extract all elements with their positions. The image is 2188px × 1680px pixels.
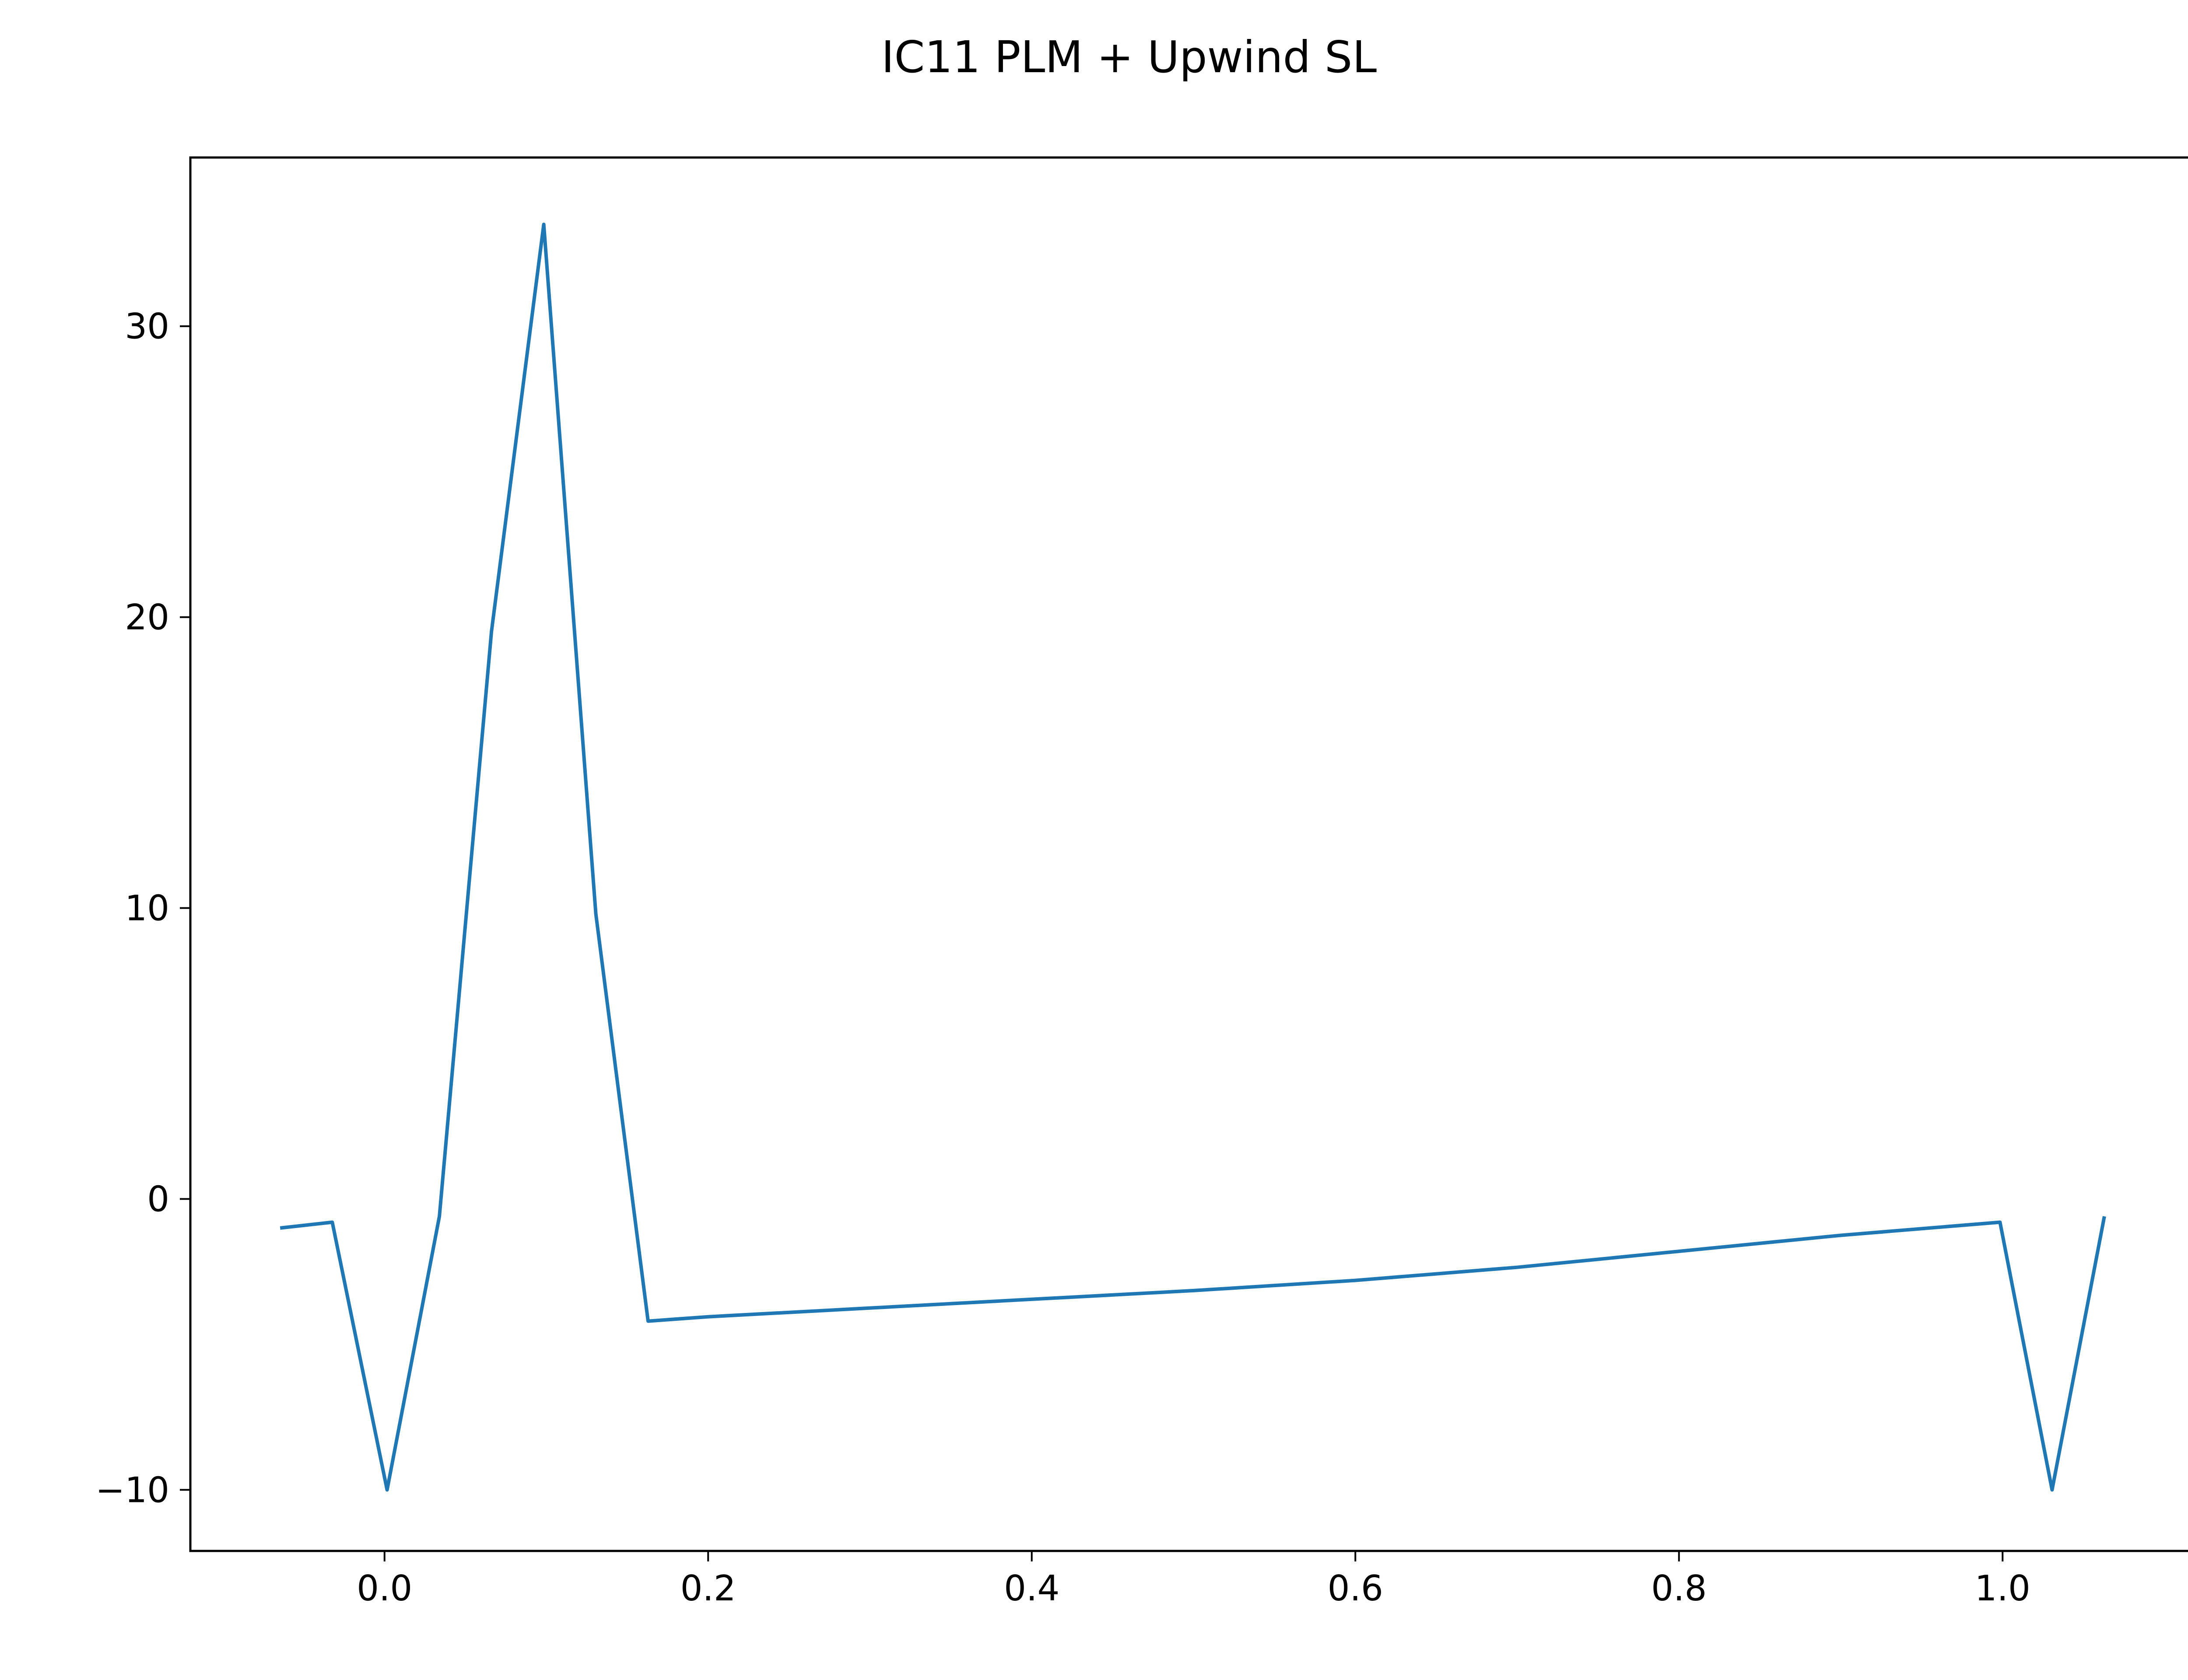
y-tick-label: 20 (125, 597, 169, 638)
x-tick-label: 0.6 (1328, 1568, 1383, 1609)
y-tick-label: 30 (125, 306, 169, 347)
y-tick-label: −10 (95, 1470, 169, 1510)
x-tick-label: 0.0 (357, 1568, 412, 1609)
x-tick-label: 1.0 (1975, 1568, 2030, 1609)
x-tick-label: 0.2 (680, 1568, 736, 1609)
chart-title: IC11 PLM + Upwind SL (881, 32, 1377, 83)
y-tick-label: 10 (125, 888, 169, 929)
x-tick-label: 0.8 (1651, 1568, 1707, 1609)
axes-frame (189, 156, 2188, 1552)
x-tick-label: 0.4 (1004, 1568, 1059, 1609)
plot-area: 0.0 0.2 0.4 0.6 0.8 1.0 −10 0 10 20 30 (95, 156, 2188, 1609)
y-tick-label: 0 (147, 1179, 169, 1219)
